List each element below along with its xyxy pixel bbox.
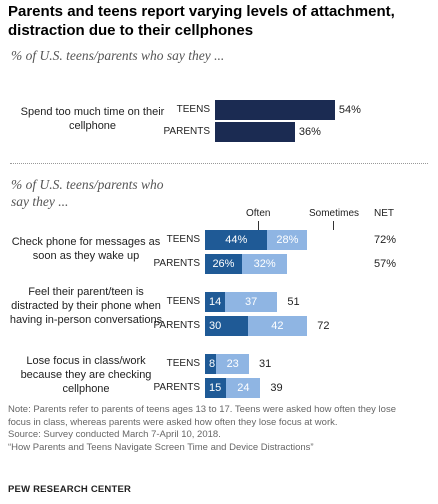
group-label-3: Lose focus in class/work because they ar… [20, 355, 152, 395]
row-label-teens-3: TEENS [166, 358, 200, 369]
chart-subtitle-bottom: % of U.S. teens/parents who say they ... [11, 177, 164, 209]
segment-sometimes-parents-2: 42 [247, 316, 308, 336]
segment-sometimes-parents-3: 24 [226, 378, 261, 398]
section-divider [10, 163, 428, 164]
segment-often-parents-3: 15 [205, 378, 227, 398]
segment-sometimes-teens-1: 28% [267, 230, 308, 250]
net-label-teens-1: 72% [374, 234, 397, 246]
sometimes-pointer-line [333, 221, 334, 230]
stacked-bar-teens-2: 14 37 [205, 292, 278, 312]
net-label-teens-3: 31 [259, 358, 272, 370]
pew-research-logo: PEW RESEARCH CENTER [8, 484, 132, 495]
chart-notes: Note: Parents refer to parents of teens … [8, 404, 434, 454]
row-label-parents-3: PARENTS [153, 382, 201, 393]
row-label-teens-2: TEENS [166, 296, 200, 307]
header-net: NET [374, 208, 394, 219]
note-line-1: Note: Parents refer to parents of teens … [8, 404, 396, 415]
stacked-bar-parents-3: 15 24 [205, 378, 261, 398]
group-label-too-much-time: Spend too much time on their cellphone [20, 106, 165, 132]
segment-often-parents-2: 30 [205, 316, 248, 336]
segment-often-teens-2: 14 [205, 292, 225, 312]
segment-sometimes-teens-3: 23 [216, 354, 250, 374]
note-source: Source: Survey conducted March 7-April 1… [8, 429, 221, 440]
group-label-1: Check phone for messages as soon as they… [11, 236, 161, 262]
header-sometimes: Sometimes [309, 208, 360, 219]
net-label-parents-1: 57% [374, 258, 397, 270]
group-label-2: Feel their parent/teen is distracted by … [9, 286, 163, 326]
stacked-bar-teens-1: 44% 28% [205, 230, 308, 250]
chart-title: Parents and teens report varying levels … [8, 3, 395, 39]
segment-often-teens-3: 8 [205, 354, 217, 374]
row-label-teens-1: TEENS [166, 234, 200, 245]
row-label-parents-1: PARENTS [153, 258, 201, 269]
net-label-parents-2: 72 [317, 320, 330, 332]
stacked-bar-parents-2: 30 42 [205, 316, 308, 336]
stacked-bar-teens-3: 8 23 [205, 354, 250, 374]
note-line-2: focus in class, whereas parents were ask… [8, 416, 338, 428]
bar-teens [215, 100, 335, 120]
note-report-title: “How Parents and Teens Navigate Screen T… [8, 441, 314, 453]
bar-parents [215, 122, 295, 142]
net-label-parents-3: 39 [270, 382, 283, 394]
segment-sometimes-teens-2: 37 [224, 292, 278, 312]
header-often: Often [246, 208, 271, 219]
segment-sometimes-parents-1: 32% [241, 254, 288, 274]
row-label-parents-2: PARENTS [153, 320, 201, 331]
net-label-teens-2: 51 [287, 296, 300, 308]
segment-often-parents-1: 26% [205, 254, 242, 274]
chart-subtitle-top: % of U.S. teens/parents who say they ... [11, 48, 225, 63]
row-label-parents: PARENTS [163, 126, 211, 137]
segment-often-teens-1: 44% [205, 230, 268, 250]
value-label-teens: 54% [338, 104, 361, 116]
row-label-teens: TEENS [176, 104, 210, 115]
value-label-parents: 36% [298, 126, 321, 138]
often-pointer-line [258, 221, 259, 230]
stacked-bar-parents-1: 26% 32% [205, 254, 288, 274]
